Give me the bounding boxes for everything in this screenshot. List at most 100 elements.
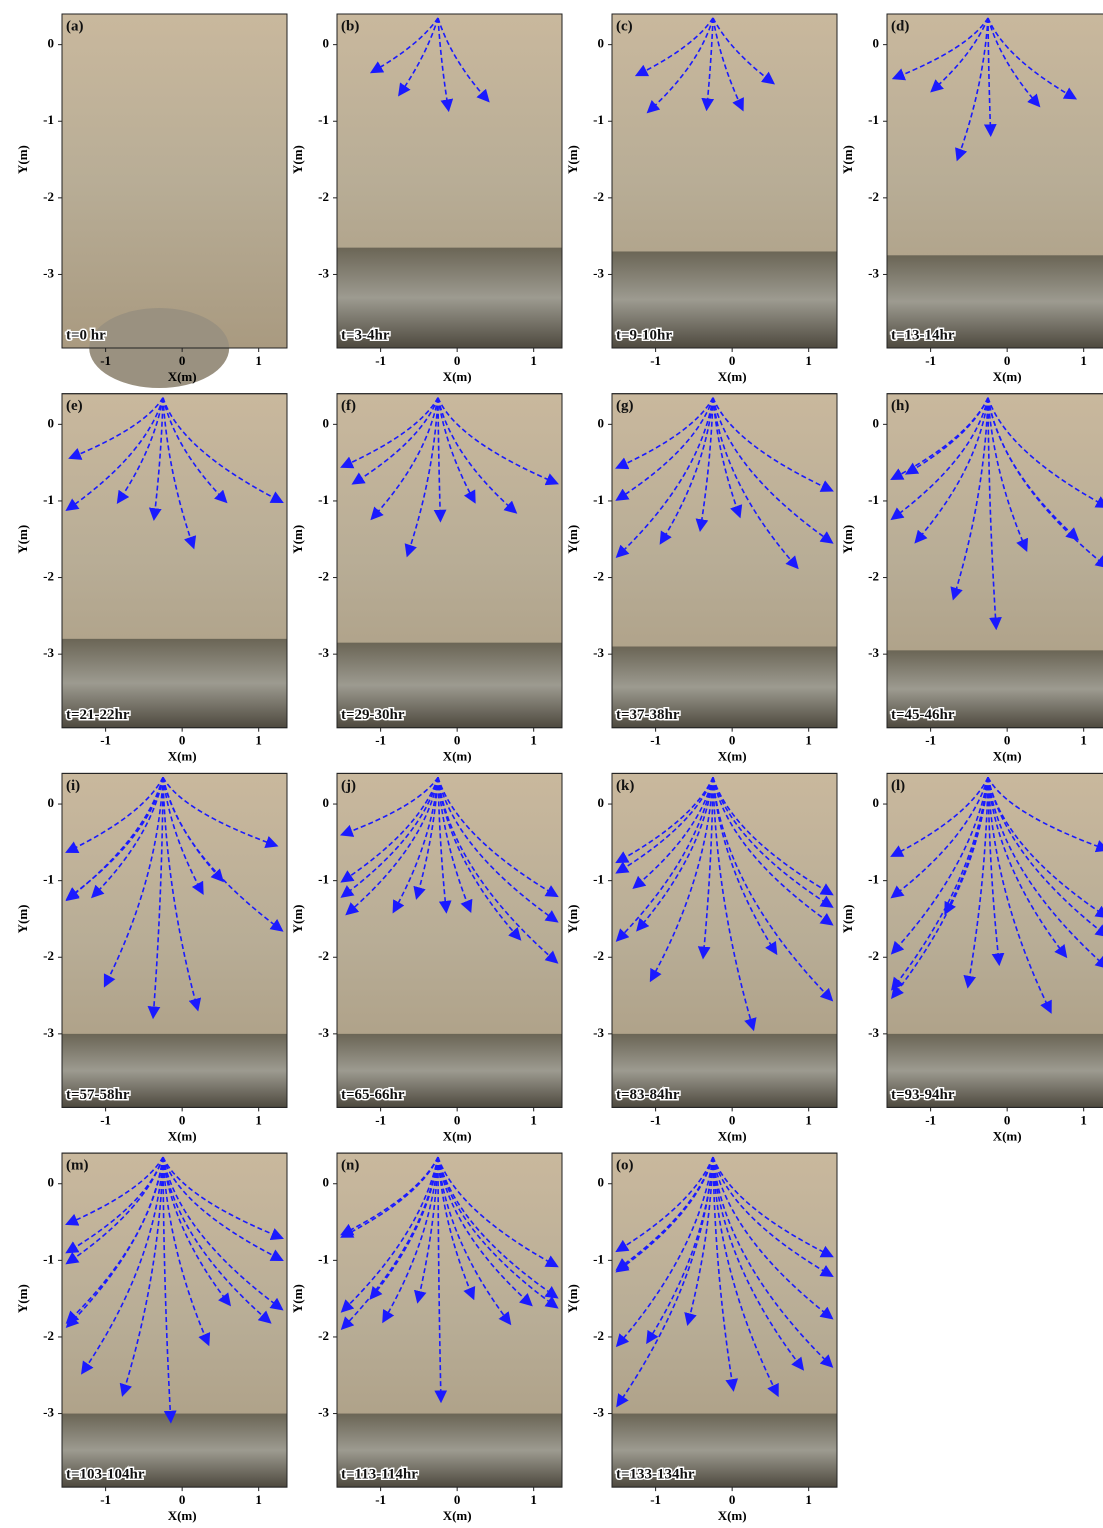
y-axis-label: Y(m) bbox=[565, 1284, 580, 1313]
time-label: t=65-66hr bbox=[341, 1087, 405, 1103]
y-tick-label: -1 bbox=[868, 112, 879, 127]
x-axis-label: X(m) bbox=[168, 1128, 197, 1143]
y-tick-label: 0 bbox=[323, 36, 330, 51]
x-tick-label: -1 bbox=[925, 353, 936, 368]
panel: (o)t=133-134hr-1010-1-2-3X(m)Y(m) bbox=[565, 1153, 837, 1523]
x-tick-label: 1 bbox=[255, 1112, 262, 1127]
x-axis-label: X(m) bbox=[443, 369, 472, 384]
x-tick-label: 0 bbox=[454, 1492, 461, 1507]
x-tick-label: 0 bbox=[454, 353, 461, 368]
panel-label: (f) bbox=[341, 398, 356, 414]
panel: (c)t=9-10hr-1010-1-2-3X(m)Y(m) bbox=[565, 14, 837, 384]
y-tick-label: 0 bbox=[323, 1175, 330, 1190]
y-axis-label: Y(m) bbox=[565, 145, 580, 174]
x-axis-label: X(m) bbox=[168, 369, 197, 384]
x-axis-label: X(m) bbox=[168, 749, 197, 764]
x-tick-label: 1 bbox=[530, 733, 537, 748]
x-axis-label: X(m) bbox=[718, 1508, 747, 1523]
x-tick-label: -1 bbox=[925, 1112, 936, 1127]
y-tick-label: -3 bbox=[868, 1025, 879, 1040]
panel: (a)t=0 hr-1010-1-2-3X(m)Y(m) bbox=[15, 14, 287, 388]
y-tick-label: -2 bbox=[593, 1328, 604, 1343]
panel-label: (i) bbox=[66, 778, 80, 794]
panel-label: (b) bbox=[341, 18, 359, 34]
panel-label: (n) bbox=[341, 1158, 359, 1174]
panel-label: (a) bbox=[66, 18, 84, 34]
y-axis-label: Y(m) bbox=[290, 1284, 305, 1313]
time-label: t=57-58hr bbox=[66, 1087, 130, 1103]
x-axis-label: X(m) bbox=[718, 1128, 747, 1143]
x-tick-label: 0 bbox=[1004, 733, 1011, 748]
y-axis-label: Y(m) bbox=[290, 905, 305, 934]
y-tick-label: -2 bbox=[593, 189, 604, 204]
y-tick-label: -1 bbox=[318, 872, 329, 887]
x-tick-label: -1 bbox=[650, 1492, 661, 1507]
x-tick-label: 1 bbox=[530, 353, 537, 368]
x-tick-label: -1 bbox=[925, 733, 936, 748]
y-tick-label: -1 bbox=[868, 872, 879, 887]
x-tick-label: 0 bbox=[454, 733, 461, 748]
x-axis-label: X(m) bbox=[168, 1508, 197, 1523]
x-tick-label: 1 bbox=[1080, 1112, 1087, 1127]
y-tick-label: 0 bbox=[48, 415, 55, 430]
y-tick-label: -3 bbox=[868, 645, 879, 660]
y-tick-label: -1 bbox=[43, 492, 54, 507]
x-tick-label: 0 bbox=[729, 733, 736, 748]
panel: (j)t=65-66hr-1010-1-2-3X(m)Y(m) bbox=[290, 773, 562, 1143]
x-tick-label: 1 bbox=[1080, 353, 1087, 368]
y-tick-label: -1 bbox=[593, 872, 604, 887]
x-tick-label: -1 bbox=[650, 1112, 661, 1127]
figure: (a)t=0 hr-1010-1-2-3X(m)Y(m)(b)t=3-4hr-1… bbox=[0, 0, 1103, 1528]
y-tick-label: -3 bbox=[43, 645, 54, 660]
y-tick-label: -3 bbox=[43, 265, 54, 280]
panel: (d)t=13-14hr-1010-1-2-3X(m)Y(m) bbox=[840, 14, 1103, 384]
panel: (i)t=57-58hr-1010-1-2-3X(m)Y(m) bbox=[15, 773, 287, 1143]
y-tick-label: -3 bbox=[318, 1025, 329, 1040]
y-tick-label: -2 bbox=[593, 948, 604, 963]
panel: (f)t=29-30hr-1010-1-2-3X(m)Y(m) bbox=[290, 394, 562, 764]
x-axis-label: X(m) bbox=[443, 1128, 472, 1143]
y-tick-label: -1 bbox=[43, 872, 54, 887]
time-label: t=0 hr bbox=[66, 327, 106, 343]
x-tick-label: 0 bbox=[1004, 1112, 1011, 1127]
time-label: t=29-30hr bbox=[341, 707, 405, 723]
y-tick-label: -2 bbox=[43, 948, 54, 963]
y-axis-label: Y(m) bbox=[15, 525, 30, 554]
x-tick-label: 1 bbox=[530, 1492, 537, 1507]
y-axis-label: Y(m) bbox=[15, 1284, 30, 1313]
y-axis-label: Y(m) bbox=[840, 525, 855, 554]
x-tick-label: 0 bbox=[179, 1112, 186, 1127]
y-tick-label: -3 bbox=[318, 265, 329, 280]
y-tick-label: 0 bbox=[598, 36, 605, 51]
time-label: t=133-134hr bbox=[616, 1467, 695, 1483]
panel-label: (h) bbox=[891, 398, 909, 414]
y-tick-label: -2 bbox=[318, 948, 329, 963]
y-tick-label: -2 bbox=[868, 569, 879, 584]
time-label: t=113-114hr bbox=[341, 1467, 418, 1483]
time-label: t=37-38hr bbox=[616, 707, 680, 723]
panel: (k)t=83-84hr-1010-1-2-3X(m)Y(m) bbox=[565, 773, 837, 1143]
y-tick-label: 0 bbox=[873, 795, 880, 810]
time-label: t=45-46hr bbox=[891, 707, 955, 723]
y-tick-label: -1 bbox=[593, 492, 604, 507]
x-tick-label: -1 bbox=[650, 733, 661, 748]
y-tick-label: -2 bbox=[43, 189, 54, 204]
y-tick-label: -2 bbox=[868, 189, 879, 204]
y-tick-label: -3 bbox=[593, 645, 604, 660]
x-tick-label: -1 bbox=[100, 353, 111, 368]
x-tick-label: 1 bbox=[255, 1492, 262, 1507]
y-tick-label: -2 bbox=[593, 569, 604, 584]
y-tick-label: -3 bbox=[43, 1405, 54, 1420]
y-tick-label: 0 bbox=[598, 1175, 605, 1190]
y-tick-label: -2 bbox=[318, 189, 329, 204]
y-tick-label: -2 bbox=[318, 1328, 329, 1343]
y-tick-label: 0 bbox=[48, 1175, 55, 1190]
x-tick-label: 1 bbox=[805, 1112, 812, 1127]
x-tick-label: 0 bbox=[179, 1492, 186, 1507]
panel: (g)t=37-38hr-1010-1-2-3X(m)Y(m) bbox=[565, 394, 837, 764]
y-tick-label: -3 bbox=[318, 1405, 329, 1420]
